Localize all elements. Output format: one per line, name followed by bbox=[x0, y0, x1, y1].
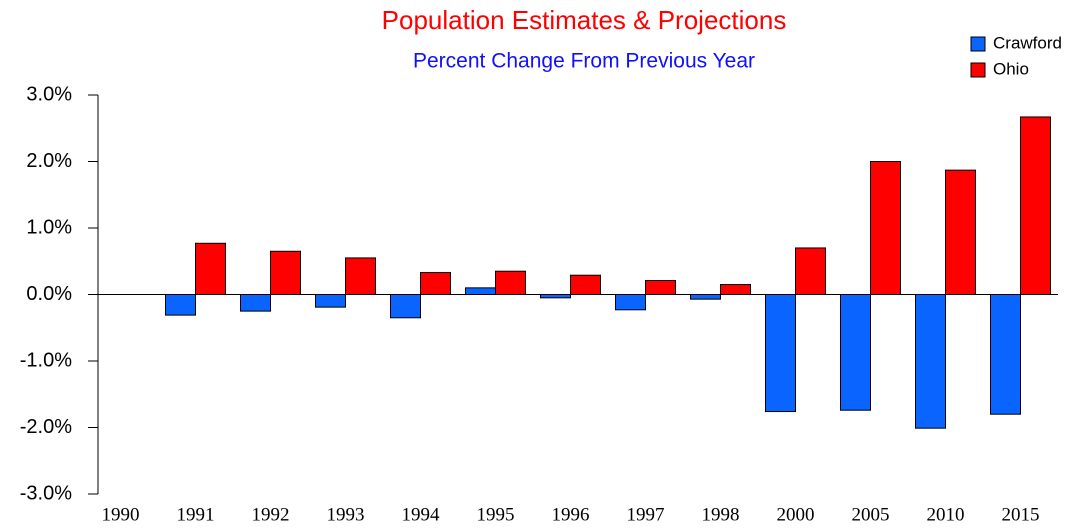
bar bbox=[795, 247, 826, 295]
y-tick-label: 3.0% bbox=[26, 83, 72, 105]
y-tick-label: -1.0% bbox=[20, 349, 72, 371]
bar bbox=[240, 294, 271, 312]
x-tick-label: 2010 bbox=[927, 504, 965, 525]
x-tick-label: 1998 bbox=[702, 504, 740, 525]
bar bbox=[765, 294, 796, 413]
bar bbox=[945, 169, 976, 296]
y-tick-label: -3.0% bbox=[20, 482, 72, 504]
bar bbox=[540, 294, 571, 299]
bar bbox=[570, 274, 601, 295]
bar bbox=[390, 294, 421, 319]
bar bbox=[690, 294, 721, 300]
bar bbox=[420, 272, 451, 295]
bar bbox=[1020, 116, 1051, 295]
y-tick-label: 1.0% bbox=[26, 216, 72, 238]
legend-swatch bbox=[970, 36, 986, 52]
y-tick-label: -2.0% bbox=[20, 416, 72, 438]
x-tick-label: 1995 bbox=[477, 504, 515, 525]
x-tick-label: 1994 bbox=[402, 504, 441, 525]
bar bbox=[345, 257, 376, 295]
legend-label: Ohio bbox=[993, 59, 1029, 78]
y-tick-label: 0.0% bbox=[26, 283, 72, 305]
x-tick-label: 1991 bbox=[177, 504, 215, 525]
x-tick-label: 2000 bbox=[777, 504, 815, 525]
bar bbox=[915, 294, 946, 429]
x-tick-label: 1993 bbox=[327, 504, 365, 525]
bar bbox=[615, 294, 646, 311]
chart-title: Population Estimates & Projections bbox=[382, 5, 787, 35]
bar bbox=[495, 270, 526, 296]
x-tick-label: 1996 bbox=[552, 504, 590, 525]
bar bbox=[315, 294, 346, 308]
x-tick-label: 1990 bbox=[102, 504, 140, 525]
legend-label: Crawford bbox=[993, 33, 1062, 52]
y-tick-label: 2.0% bbox=[26, 150, 72, 172]
bar bbox=[270, 250, 301, 295]
x-tick-label: 1997 bbox=[627, 504, 665, 525]
chart-subtitle: Percent Change From Previous Year bbox=[413, 50, 755, 73]
bar bbox=[870, 161, 901, 295]
x-tick-label: 2015 bbox=[1002, 504, 1040, 525]
legend-swatch bbox=[970, 62, 986, 78]
bar bbox=[645, 280, 676, 296]
bar bbox=[165, 294, 196, 316]
bar bbox=[195, 242, 226, 295]
bar bbox=[840, 294, 871, 411]
bar bbox=[465, 287, 496, 296]
bar bbox=[720, 284, 751, 295]
x-tick-label: 2005 bbox=[852, 504, 890, 525]
x-tick-label: 1992 bbox=[252, 504, 290, 525]
bar bbox=[990, 294, 1021, 415]
